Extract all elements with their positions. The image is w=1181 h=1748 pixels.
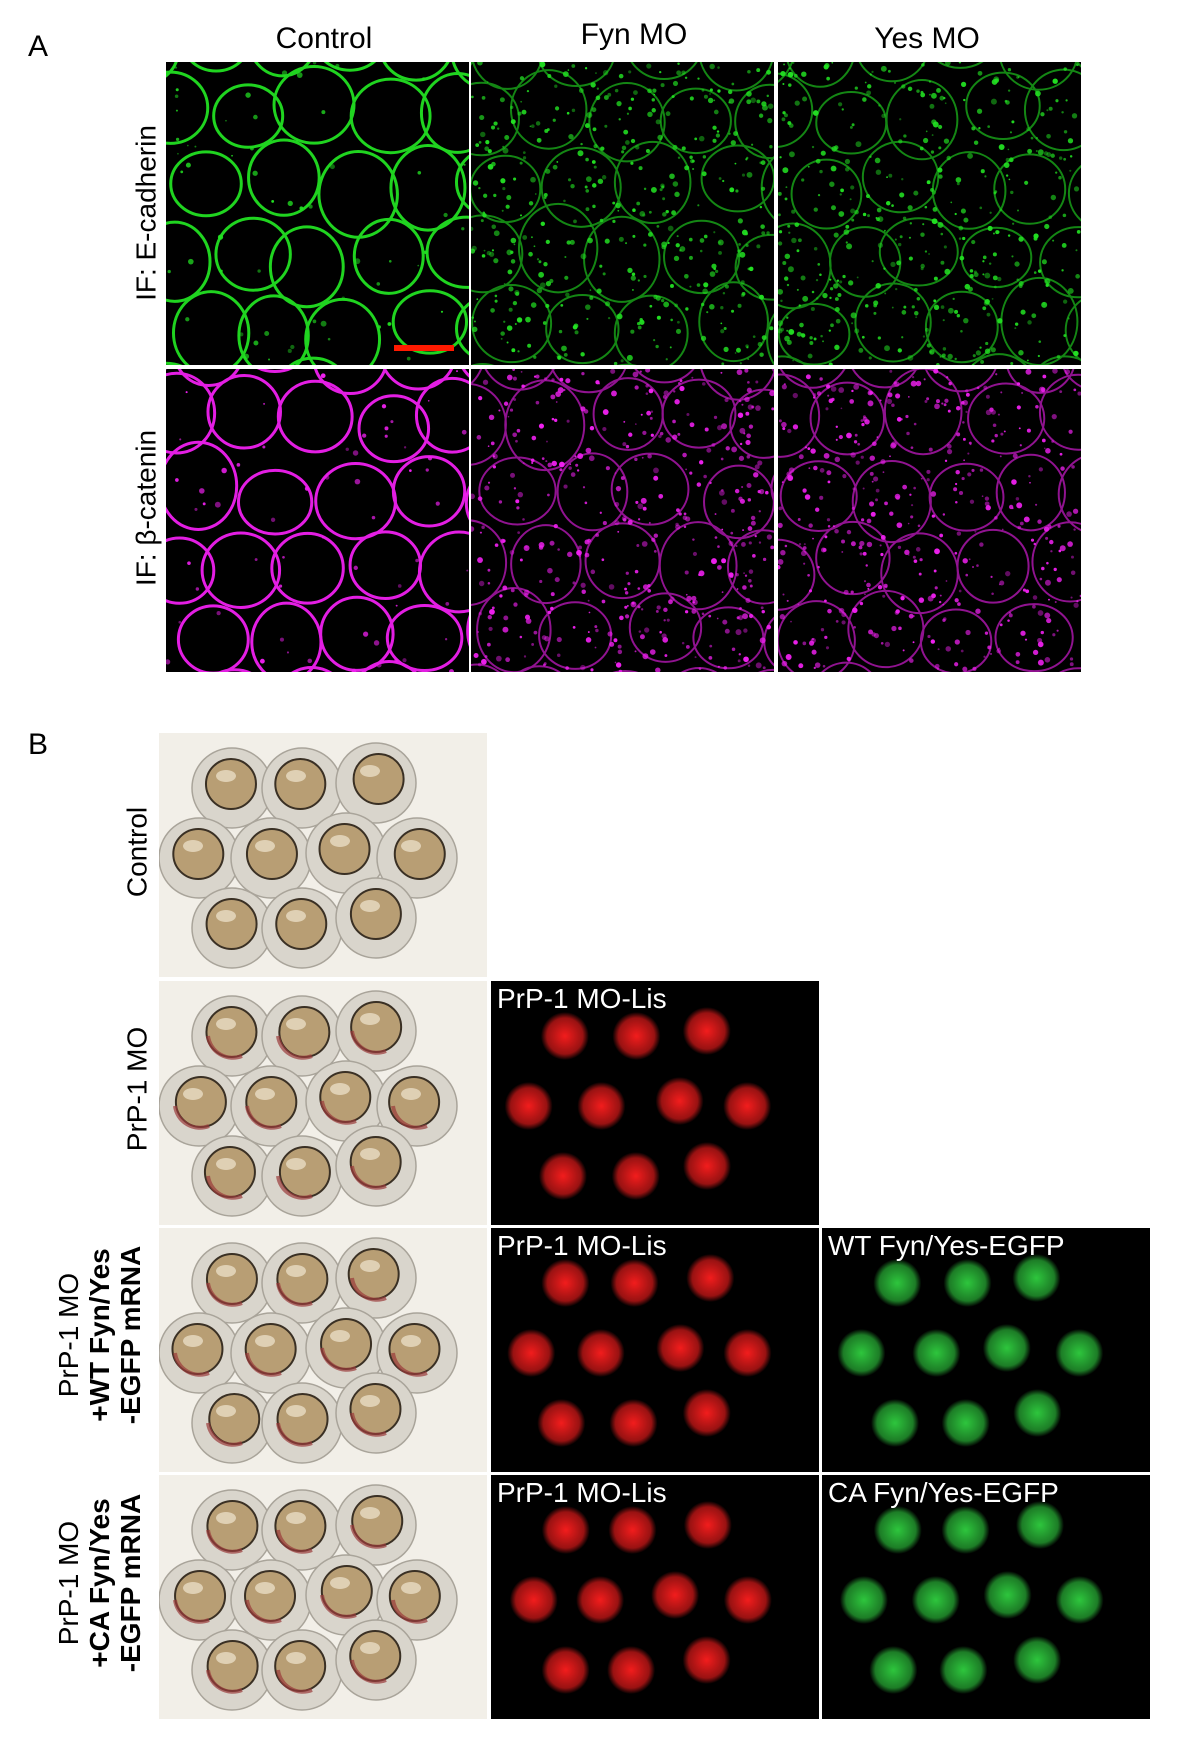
row-label-line: -EGFP mRNA [114, 1493, 146, 1673]
scale-bar [394, 345, 454, 351]
fluorescence-label: PrP-1 MO-Lis [497, 1477, 667, 1508]
panel-a-letter: A [28, 30, 49, 63]
fluorescence-label: CA Fyn/Yes-EGFP [828, 1477, 1059, 1508]
row-label-line: +WT Fyn/Yes [83, 1248, 115, 1422]
fluorescence-label: PrP-1 MO-Lis [497, 983, 667, 1014]
brightfield-ca-image [159, 1475, 487, 1719]
panel-b-letter: B [28, 728, 49, 761]
red-fluorescence-prp1-mo-image: PrP-1 MO-Lis [491, 981, 819, 1225]
row-label-wt-fyn-yes: PrP-1 MO +WT Fyn/Yes -EGFP mRNA [52, 1245, 146, 1425]
row-label-line: +CA Fyn/Yes [83, 1498, 115, 1668]
row-label-line: PrP-1 MO [121, 1026, 153, 1152]
row-label-e-cadherin: IF: E-cadherin [130, 125, 162, 301]
red-fluorescence-ca-image: PrP-1 MO-Lis [491, 1475, 819, 1719]
fluorescence-label: WT Fyn/Yes-EGFP [828, 1230, 1065, 1261]
row-label-line: -EGFP mRNA [114, 1245, 146, 1425]
column-header-yes-mo: Yes MO [874, 22, 980, 55]
row-label-line: PrP-1 MO [52, 1272, 84, 1398]
micrograph-ecad-fyn [471, 62, 774, 365]
brightfield-wt-image [159, 1228, 487, 1472]
row-label-ca-fyn-yes: PrP-1 MO +CA Fyn/Yes -EGFP mRNA [52, 1493, 146, 1673]
micrograph-catenin-yes [778, 369, 1081, 672]
column-header-control: Control [275, 22, 373, 55]
row-label-beta-catenin: IF: β-catenin [130, 429, 162, 587]
brightfield-control-image [159, 733, 487, 977]
micrograph-ecad-yes [778, 62, 1081, 365]
column-header-fyn-mo: Fyn MO [580, 18, 688, 51]
micrograph-ecad-control [166, 62, 469, 365]
green-fluorescence-wt-image: WT Fyn/Yes-EGFP [822, 1228, 1150, 1472]
row-label-prp1-mo: PrP-1 MO [121, 1026, 154, 1152]
red-fluorescence-wt-image: PrP-1 MO-Lis [491, 1228, 819, 1472]
row-label-control: Control [121, 806, 154, 898]
green-fluorescence-ca-image: CA Fyn/Yes-EGFP [822, 1475, 1150, 1719]
row-label-line: Control [121, 806, 153, 898]
row-label-line: PrP-1 MO [52, 1520, 84, 1646]
micrograph-catenin-fyn [471, 369, 774, 672]
micrograph-catenin-control [166, 369, 469, 672]
fluorescence-label: PrP-1 MO-Lis [497, 1230, 667, 1261]
brightfield-prp1-mo-image [159, 981, 487, 1225]
